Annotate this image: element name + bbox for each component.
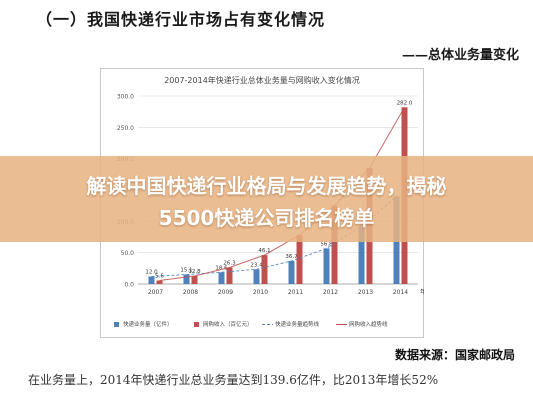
data-label: 5.6 [155, 273, 164, 279]
subtitle: ——总体业务量变化 [401, 48, 519, 63]
legend-label: 快递业务量（亿件） [123, 320, 173, 328]
bar [148, 276, 155, 284]
section-title: （一）我国快递行业市场占有变化情况 [36, 10, 326, 29]
legend-label: 快递业务量趋势线 [275, 320, 320, 328]
x-tick-label: 2009 [218, 289, 233, 296]
data-label: 12.0 [145, 269, 158, 275]
data-label: 15.1 [180, 268, 192, 274]
banner-line-1: 解读中国快递行业格局与发展趋势，揭秘 [86, 174, 447, 198]
x-axis-label: 年份 [420, 288, 424, 296]
x-tick-label: 2014 [393, 289, 408, 296]
bar [331, 205, 338, 284]
legend-label: 网购收入（百亿元） [203, 320, 253, 328]
bar [261, 255, 268, 284]
data-label: 36.7 [285, 254, 298, 260]
x-tick-label: 2013 [358, 289, 373, 296]
x-tick-label: 2008 [183, 289, 198, 296]
data-label: 46.1 [258, 248, 270, 254]
bar [183, 274, 190, 284]
legend-swatch [114, 322, 119, 327]
data-label: 18.6 [215, 265, 228, 271]
bar [358, 226, 365, 284]
bar [218, 272, 225, 284]
y-tick-label: 250.0 [117, 125, 134, 132]
data-label: 56.8 [320, 241, 333, 247]
bar [288, 261, 295, 284]
body-text: 在业务量上，2014年快递行业总业务量达到139.6亿件，比2013年增长52% [28, 373, 439, 387]
data-label: 23.4 [250, 262, 263, 268]
x-tick-label: 2012 [323, 289, 338, 296]
title-banner: 解读中国快递行业格局与发展趋势，揭秘 5500快递公司排名榜单 [0, 156, 533, 242]
data-source: 数据来源：国家邮政局 [394, 348, 515, 362]
bar [253, 269, 260, 284]
bar [296, 235, 303, 284]
x-tick-label: 2007 [148, 289, 163, 296]
data-label: 282.0 [397, 100, 413, 106]
x-tick-label: 2010 [253, 289, 268, 296]
bar [156, 280, 163, 284]
x-tick-label: 2011 [288, 289, 303, 296]
y-tick-label: 300.0 [117, 94, 134, 101]
y-tick-label: 0.0 [124, 282, 134, 289]
bar [323, 248, 330, 284]
bar [226, 267, 233, 284]
legend-swatch [194, 322, 199, 327]
y-tick-label: 50.0 [121, 250, 135, 257]
legend-label: 网购收入趋势线 [349, 320, 388, 328]
data-label: 26.3 [223, 261, 236, 267]
bar [191, 275, 198, 284]
data-label: 12.8 [188, 269, 201, 275]
header: （一）我国快递行业市场占有变化情况 [0, 6, 533, 30]
banner-line-2: 5500快递公司排名榜单 [158, 206, 375, 230]
chart-title: 2007-2014年快递行业总体业务量与网购收入变化情况 [164, 75, 360, 85]
